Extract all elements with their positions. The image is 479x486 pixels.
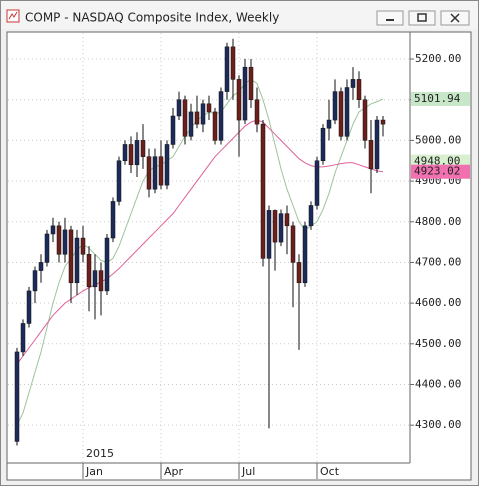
price-label-box [411,164,470,179]
y-tick-label: 5000.00 [415,133,461,146]
candle-body [242,66,248,121]
candle-body [278,213,284,243]
year-label: 2015 [86,447,114,460]
candle-body [290,225,296,263]
y-tick-label: 4700.00 [415,255,461,268]
candle-body [344,87,350,137]
candle-body [152,156,158,190]
candle-body [80,237,86,255]
candle-body [170,115,176,145]
candle-body [332,91,338,121]
candle-body [164,144,170,186]
candle-body [140,140,146,157]
y-tick-label: 4500.00 [415,337,461,350]
candle-body [38,262,44,271]
candle-body [32,270,38,292]
candle-body [272,210,278,243]
candle-body [158,156,164,186]
candle-body [296,262,302,284]
x-tick-label: Jul [241,465,255,478]
candle-body [218,91,224,141]
candle-body [350,79,356,88]
candle-body [356,79,362,100]
candle-body [380,119,386,125]
plot: 4300.00 4400.00 4500.00 4600.00 4700.00 4800.… [8,33,470,479]
y-tick-label: 4300.00 [415,418,461,431]
candle-body [284,213,290,227]
candle-body [266,210,272,259]
price-label: 5101.94 [414,92,461,105]
candle-body [110,201,116,239]
candle-body [188,111,194,137]
price-label-box [411,91,470,106]
candle-body [116,160,122,202]
candle-body [326,119,332,129]
candle-body [200,103,206,125]
close-glyph [450,13,460,23]
candle-body [182,99,188,137]
candle-body [122,144,128,161]
candle-body [260,123,266,259]
window-title: COMP - NASDAQ Composite Index, Weekly [25,11,279,25]
candle-body [146,156,152,190]
candle-body [374,119,380,170]
minimize-button[interactable] [376,10,404,26]
candle-body [128,144,134,166]
candle-body [68,229,74,284]
candle-body [206,103,212,113]
candle-body [62,229,68,255]
x-tick-label: Oct [320,465,340,478]
candle-body [308,205,314,227]
candle-body [50,225,56,235]
x-tick-label: Apr [164,465,184,478]
candle-body [86,254,92,288]
y-tick-label: 4600.00 [415,296,461,309]
overlay-line [16,119,384,365]
candle-body [98,270,104,292]
y-tick-label: 4800.00 [415,215,461,228]
candle-body [224,46,230,92]
candle-body [92,270,98,288]
restore-button[interactable] [408,10,436,26]
candle-body [194,111,200,125]
candle-body [362,99,368,141]
candle-body [302,225,308,284]
candle-body [44,233,50,263]
candle-body [368,140,374,170]
price-label: 4948.00 [414,155,460,168]
app-icon-glyph [8,11,18,20]
candle-body [212,111,218,141]
candle-body [248,66,254,100]
candle-body [254,99,260,125]
candle-body [338,91,344,137]
restore-glyph [417,13,427,22]
candle-body [320,127,326,161]
y-tick-label: 4400.00 [415,377,461,390]
price-label: 4923.02 [414,165,460,178]
candle-body [134,140,140,166]
candle-body [74,237,80,284]
x-tick-label: Jan [85,465,103,478]
candle-body [20,323,26,353]
candle-body [314,160,320,206]
candle-body [56,225,62,255]
candle-body [104,237,110,292]
candle-body [236,79,242,121]
candle-body [26,290,32,324]
candle-body [230,46,236,80]
y-tick-label: 5200.00 [415,52,461,65]
candle-body [176,99,182,117]
candle-body [14,351,20,442]
